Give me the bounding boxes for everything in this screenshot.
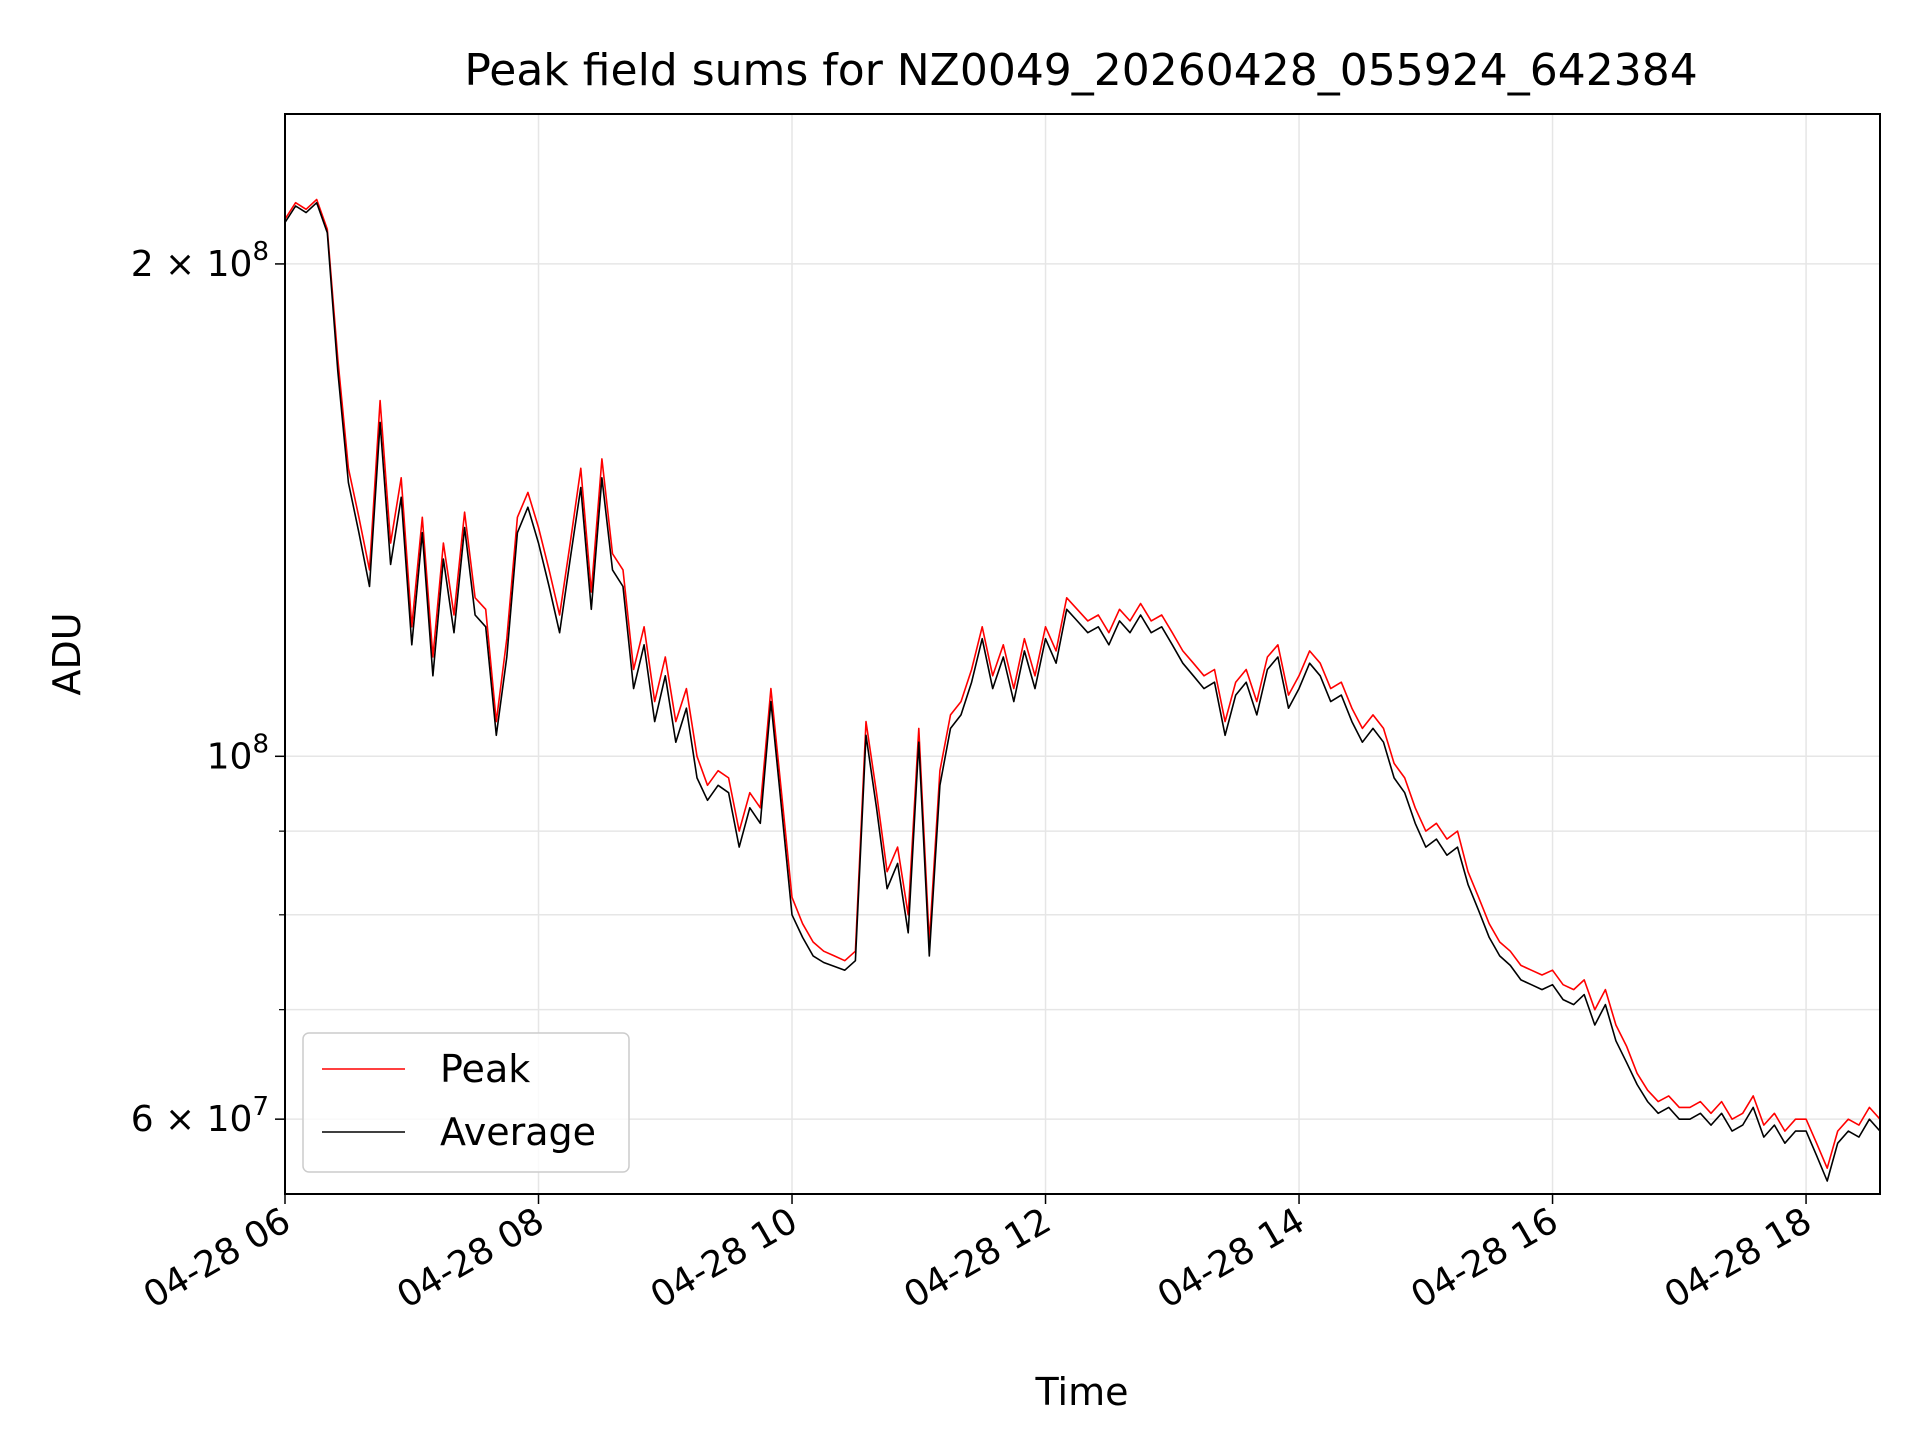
series-line-average [284,201,1881,1182]
y-tick-label-exponent: 8 [252,729,269,759]
series-line-peak [284,198,1881,1169]
y-tick-label: 6 × 107 [131,1092,269,1140]
legend-frame [302,1032,630,1173]
y-tick-label-exponent: 8 [252,237,269,267]
series-layer [284,198,1881,1182]
y-tick-label-exponent: 7 [252,1092,269,1122]
y-axis-label: ADU [45,612,89,695]
y-tick-label: 2 × 108 [131,237,269,285]
y-tick-label-base: 2 × 10 [131,244,253,285]
plot-frame [284,113,1881,1195]
y-tick-label-base: 6 × 10 [131,1099,253,1140]
y-tick-label: 108 [207,729,269,777]
legend-label-peak: Peak [440,1047,530,1091]
legend: Peak Average [302,1032,630,1173]
x-axis-label: Time [1035,1370,1129,1414]
y-tick-label-base: 10 [207,736,253,777]
legend-label-average: Average [440,1110,596,1154]
chart-title: Peak field sums for NZ0049_20260428_0559… [464,45,1697,96]
